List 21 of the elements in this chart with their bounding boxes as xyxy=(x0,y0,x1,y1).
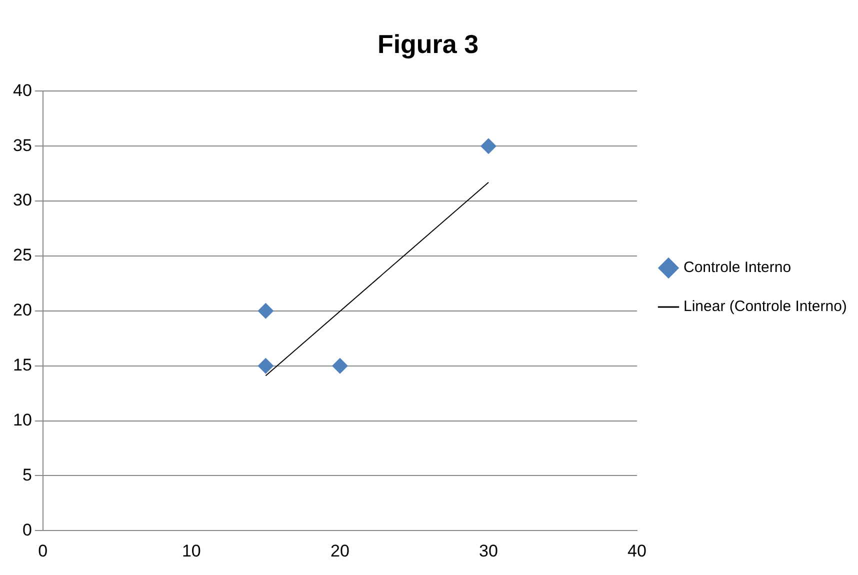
chart-title: Figura 3 xyxy=(377,28,479,59)
y-tick-label: 40 xyxy=(12,80,32,100)
x-tick-label: 40 xyxy=(628,541,646,560)
y-tick-label: 0 xyxy=(22,520,32,540)
x-tick-label: 10 xyxy=(182,541,201,560)
y-tick-label: 20 xyxy=(12,300,32,320)
point xyxy=(480,138,496,154)
x-tick-label: 0 xyxy=(38,541,48,560)
legend-label: Linear (Controle Interno) xyxy=(684,298,847,316)
x-tick-label: 30 xyxy=(479,541,498,560)
legend-label: Controle Interno xyxy=(684,259,792,276)
point xyxy=(258,302,274,319)
point xyxy=(258,358,274,374)
y-tick-label: 5 xyxy=(22,465,32,484)
y-tick-label: 15 xyxy=(12,356,32,375)
y-tick-label: 35 xyxy=(12,136,32,155)
x-tick-label: 20 xyxy=(330,541,350,560)
y-tick-label: 30 xyxy=(12,190,32,210)
y-tick-label: 10 xyxy=(12,410,32,430)
y-tick-label: 25 xyxy=(12,246,32,265)
point xyxy=(332,358,348,374)
